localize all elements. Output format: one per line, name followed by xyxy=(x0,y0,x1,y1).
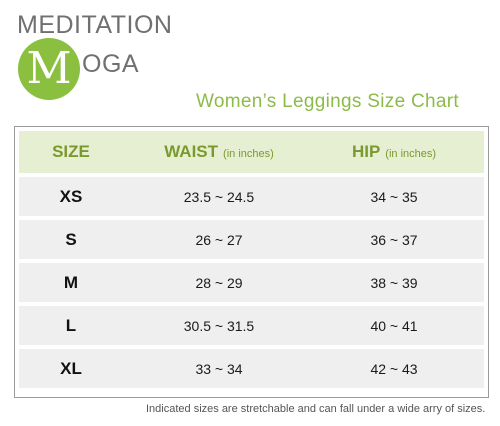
table-row: L 30.5 ~ 31.5 40 ~ 41 xyxy=(19,306,484,345)
logo-circle-icon: M xyxy=(18,38,80,100)
waist-value: 33 ~ 34 xyxy=(195,360,243,377)
size-label: XL xyxy=(60,358,82,378)
size-cell: S xyxy=(19,220,123,259)
hip-value: 42 ~ 43 xyxy=(370,360,418,377)
header-waist-label: WAIST xyxy=(164,142,219,161)
size-table: SIZE WAIST (in inches) HIP (in inches) X… xyxy=(14,126,489,398)
hip-value: 38 ~ 39 xyxy=(370,274,418,291)
waist-cell: 28 ~ 29 xyxy=(134,263,304,302)
logo-letter: M xyxy=(26,43,72,94)
table-header-row: SIZE WAIST (in inches) HIP (in inches) xyxy=(19,131,484,173)
waist-value: 23.5 ~ 24.5 xyxy=(183,188,255,205)
table-row: S 26 ~ 27 36 ~ 37 xyxy=(19,220,484,259)
size-label: M xyxy=(63,272,79,292)
header-waist: WAIST (in inches) xyxy=(134,131,304,173)
waist-cell: 30.5 ~ 31.5 xyxy=(134,306,304,345)
waist-value: 26 ~ 27 xyxy=(195,231,243,248)
waist-cell: 26 ~ 27 xyxy=(134,220,304,259)
table-row: M 28 ~ 29 38 ~ 39 xyxy=(19,263,484,302)
brand-name-top: MEDITATION xyxy=(17,11,173,39)
brand-name-bottom: OGA xyxy=(82,50,140,78)
hip-cell: 36 ~ 37 xyxy=(309,220,479,259)
size-cell: M xyxy=(19,263,123,302)
hip-value: 36 ~ 37 xyxy=(370,231,418,248)
hip-cell: 42 ~ 43 xyxy=(309,349,479,388)
table-row: XL 33 ~ 34 42 ~ 43 xyxy=(19,349,484,388)
waist-value: 28 ~ 29 xyxy=(195,274,243,291)
hip-cell: 38 ~ 39 xyxy=(309,263,479,302)
brand-logo: M OGA xyxy=(18,38,218,100)
header-hip: HIP (in inches) xyxy=(309,131,479,173)
waist-cell: 33 ~ 34 xyxy=(134,349,304,388)
size-label: XS xyxy=(59,186,83,206)
header-size-label: SIZE xyxy=(52,142,90,161)
header-size: SIZE xyxy=(19,131,123,173)
waist-cell: 23.5 ~ 24.5 xyxy=(134,177,304,216)
footnote: Indicated sizes are stretchable and can … xyxy=(146,403,486,415)
header-waist-unit: (in inches) xyxy=(223,147,274,160)
size-cell: L xyxy=(19,306,123,345)
header-hip-unit: (in inches) xyxy=(385,147,437,160)
hip-cell: 34 ~ 35 xyxy=(309,177,479,216)
size-cell: XL xyxy=(19,349,123,388)
hip-value: 34 ~ 35 xyxy=(370,188,418,205)
size-cell: XS xyxy=(19,177,123,216)
hip-value: 40 ~ 41 xyxy=(370,317,418,334)
hip-cell: 40 ~ 41 xyxy=(309,306,479,345)
table-row: XS 23.5 ~ 24.5 34 ~ 35 xyxy=(19,177,484,216)
header-hip-label: HIP xyxy=(351,142,381,161)
waist-value: 30.5 ~ 31.5 xyxy=(183,317,255,334)
size-label: S xyxy=(65,229,77,249)
chart-title: Women’s Leggings Size Chart xyxy=(196,91,459,112)
size-label: L xyxy=(65,315,77,335)
